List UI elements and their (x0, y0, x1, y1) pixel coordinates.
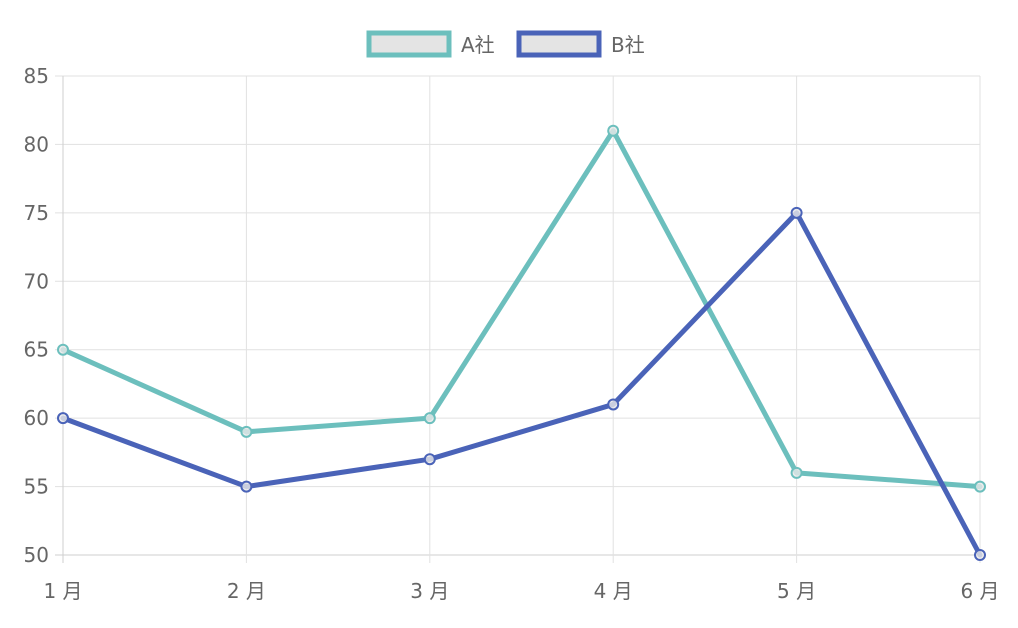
legend-item[interactable]: B社 (516, 30, 645, 58)
data-point[interactable] (607, 398, 620, 411)
y-tick-label: 85 (24, 64, 49, 88)
x-tick-label: 3 月 (410, 579, 449, 603)
y-tick-label: 75 (24, 201, 49, 225)
data-point[interactable] (240, 425, 253, 438)
legend-swatch (516, 30, 602, 58)
x-tick-label: 1 月 (43, 579, 82, 603)
series-line-0 (60, 128, 983, 490)
legend[interactable]: A社 B社 (366, 30, 645, 58)
x-tick-label: 4 月 (594, 579, 633, 603)
series-layer (57, 124, 986, 561)
axis-layer: 50 55 60 65 70 75 80 85 1 月 2 月 3 月 4 月 5 月 6 月 (24, 64, 1000, 603)
grid-layer (55, 75, 981, 563)
data-point[interactable] (790, 206, 803, 219)
y-tick-label: 70 (24, 269, 49, 293)
data-point[interactable] (57, 343, 69, 356)
data-point[interactable] (974, 480, 986, 493)
y-tick-label: 65 (24, 338, 49, 362)
legend-swatch (366, 30, 452, 58)
data-point[interactable] (607, 124, 620, 137)
x-tick-label: 6 月 (960, 579, 999, 603)
data-point[interactable] (790, 466, 803, 479)
y-tick-label: 50 (24, 543, 49, 567)
y-tick-label: 60 (24, 406, 49, 430)
legend-item[interactable]: A社 (366, 30, 495, 58)
x-tick-label: 5 月 (777, 579, 816, 603)
data-point[interactable] (240, 480, 253, 493)
series-line-1 (60, 210, 983, 558)
data-point[interactable] (423, 453, 436, 466)
legend-label: A社 (461, 33, 495, 57)
data-point[interactable] (57, 412, 69, 425)
y-tick-label: 55 (24, 475, 49, 499)
legend-label: B社 (611, 33, 645, 57)
y-tick-label: 80 (24, 132, 49, 156)
x-tick-label: 2 月 (227, 579, 266, 603)
data-point[interactable] (974, 549, 986, 561)
data-point[interactable] (423, 412, 436, 425)
